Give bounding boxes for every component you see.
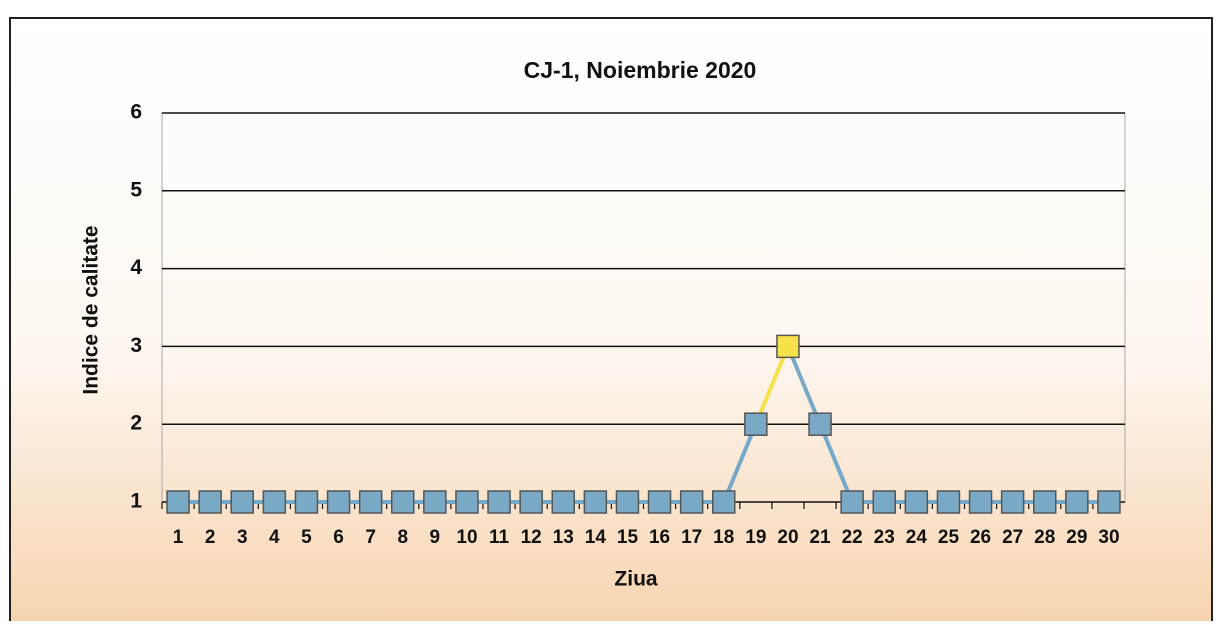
marker	[230, 490, 254, 514]
marker	[519, 490, 543, 514]
marker	[166, 490, 190, 514]
line-segment	[721, 423, 758, 503]
x-tick-label: 18	[713, 527, 734, 548]
x-tick-label: 7	[365, 527, 376, 548]
x-tick-label: 14	[585, 527, 607, 548]
chart-title: CJ-1, Noiembrie 2020	[524, 57, 757, 83]
y-tick-label: 5	[130, 178, 142, 201]
y-axis-label: Indice de calitate	[80, 225, 103, 394]
marker	[423, 490, 447, 514]
x-tick-label: 2	[205, 527, 216, 548]
chart-frame	[9, 17, 1213, 626]
x-tick-label: 25	[938, 527, 960, 548]
marker	[744, 412, 768, 436]
x-tick-label: 16	[649, 527, 670, 548]
x-tick-label: 1	[173, 527, 184, 548]
marker	[583, 490, 608, 514]
y-tick-label: 2	[130, 412, 142, 435]
x-tick-label: 12	[521, 527, 542, 548]
y-tick-label: 6	[130, 101, 142, 124]
x-tick-label: 29	[1066, 527, 1087, 548]
x-tick-label: 15	[617, 527, 639, 548]
marker	[1065, 490, 1089, 514]
marker	[968, 490, 993, 514]
x-tick-label: 6	[333, 527, 344, 548]
x-tick-label: 20	[777, 527, 798, 548]
line-segment	[786, 345, 822, 425]
x-tick-label: 17	[681, 527, 702, 548]
x-tick-label: 9	[430, 527, 441, 548]
marker	[840, 490, 864, 514]
y-tick-label: 1	[130, 490, 142, 513]
marker	[358, 490, 383, 514]
marker	[391, 490, 415, 514]
marker	[455, 490, 479, 514]
x-axis-label: Ziua	[614, 568, 657, 591]
marker	[712, 490, 736, 514]
marker	[487, 490, 511, 514]
x-tick-label: 8	[397, 527, 408, 548]
line-segment	[754, 345, 790, 425]
y-tick-label: 4	[130, 256, 142, 279]
marker	[551, 490, 575, 514]
x-tick-label: 4	[269, 527, 280, 548]
marker	[326, 490, 351, 514]
x-tick-label: 30	[1098, 527, 1119, 548]
marker	[198, 490, 222, 514]
marker	[1033, 490, 1057, 514]
x-tick-label: 3	[237, 527, 248, 548]
x-tick-label: 19	[745, 527, 766, 548]
line-segment	[818, 423, 854, 503]
x-tick-label: 22	[842, 527, 863, 548]
x-tick-label: 5	[301, 527, 312, 548]
marker	[936, 490, 961, 514]
marker	[294, 490, 319, 514]
marker	[808, 412, 832, 436]
marker	[1000, 490, 1025, 514]
x-tick-label: 27	[1002, 527, 1023, 548]
y-tick-label: 3	[130, 334, 142, 357]
x-tick-label: 23	[874, 527, 895, 548]
marker	[615, 490, 640, 514]
x-tick-label: 10	[456, 527, 477, 548]
marker	[872, 490, 896, 514]
x-tick-label: 21	[809, 527, 831, 548]
marker	[262, 490, 287, 514]
x-tick-label: 26	[970, 527, 991, 548]
x-tick-label: 13	[553, 527, 574, 548]
marker	[1097, 490, 1121, 514]
x-tick-label: 24	[906, 527, 928, 548]
marker	[904, 490, 929, 514]
x-tick-label: 11	[489, 527, 510, 548]
marker	[679, 490, 704, 514]
marker	[647, 490, 672, 514]
x-tick-label: 28	[1034, 527, 1055, 548]
marker	[776, 334, 800, 359]
